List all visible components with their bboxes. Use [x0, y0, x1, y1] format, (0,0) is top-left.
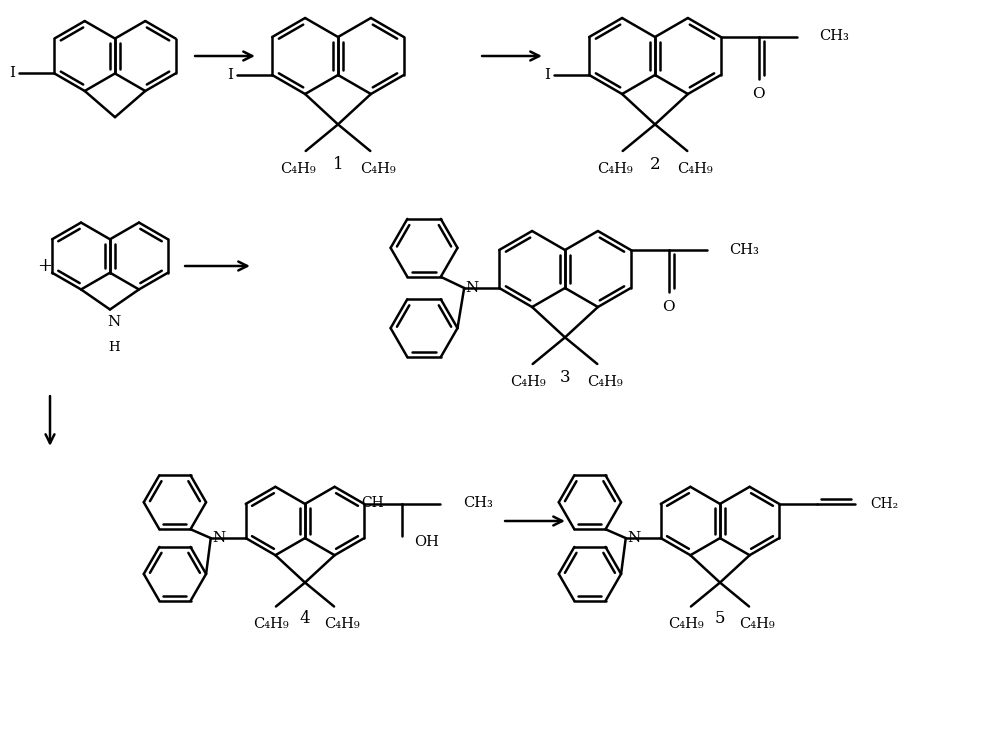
Text: 5: 5 — [715, 610, 725, 627]
Text: O: O — [753, 87, 765, 101]
Text: 3: 3 — [560, 369, 570, 386]
Text: CH₃: CH₃ — [463, 496, 493, 510]
Text: I: I — [227, 68, 233, 82]
Text: +: + — [38, 257, 52, 275]
Text: C₄H₉: C₄H₉ — [324, 618, 360, 632]
Text: N: N — [107, 314, 121, 328]
Text: C₄H₉: C₄H₉ — [597, 162, 633, 176]
Text: C₄H₉: C₄H₉ — [677, 162, 713, 176]
Text: C₄H₉: C₄H₉ — [360, 162, 396, 176]
Text: 2: 2 — [650, 156, 660, 173]
Text: C₄H₉: C₄H₉ — [510, 375, 546, 389]
Text: O: O — [663, 300, 675, 314]
Text: 1: 1 — [333, 156, 343, 173]
Text: OH: OH — [414, 535, 439, 549]
Text: H: H — [108, 341, 120, 354]
Text: C₄H₉: C₄H₉ — [739, 618, 775, 632]
Text: CH₂: CH₂ — [870, 497, 898, 511]
Text: C₄H₉: C₄H₉ — [253, 618, 289, 632]
Text: 4: 4 — [300, 610, 310, 627]
Text: N: N — [466, 281, 479, 295]
Text: C₄H₉: C₄H₉ — [587, 375, 623, 389]
Text: I: I — [544, 68, 550, 82]
Text: CH: CH — [362, 496, 384, 510]
Text: I: I — [9, 67, 15, 80]
Text: CH₃: CH₃ — [819, 29, 849, 43]
Text: N: N — [627, 531, 640, 545]
Text: CH₃: CH₃ — [729, 243, 759, 257]
Text: N: N — [212, 531, 225, 545]
Text: C₄H₉: C₄H₉ — [280, 162, 316, 176]
Text: C₄H₉: C₄H₉ — [668, 618, 704, 632]
